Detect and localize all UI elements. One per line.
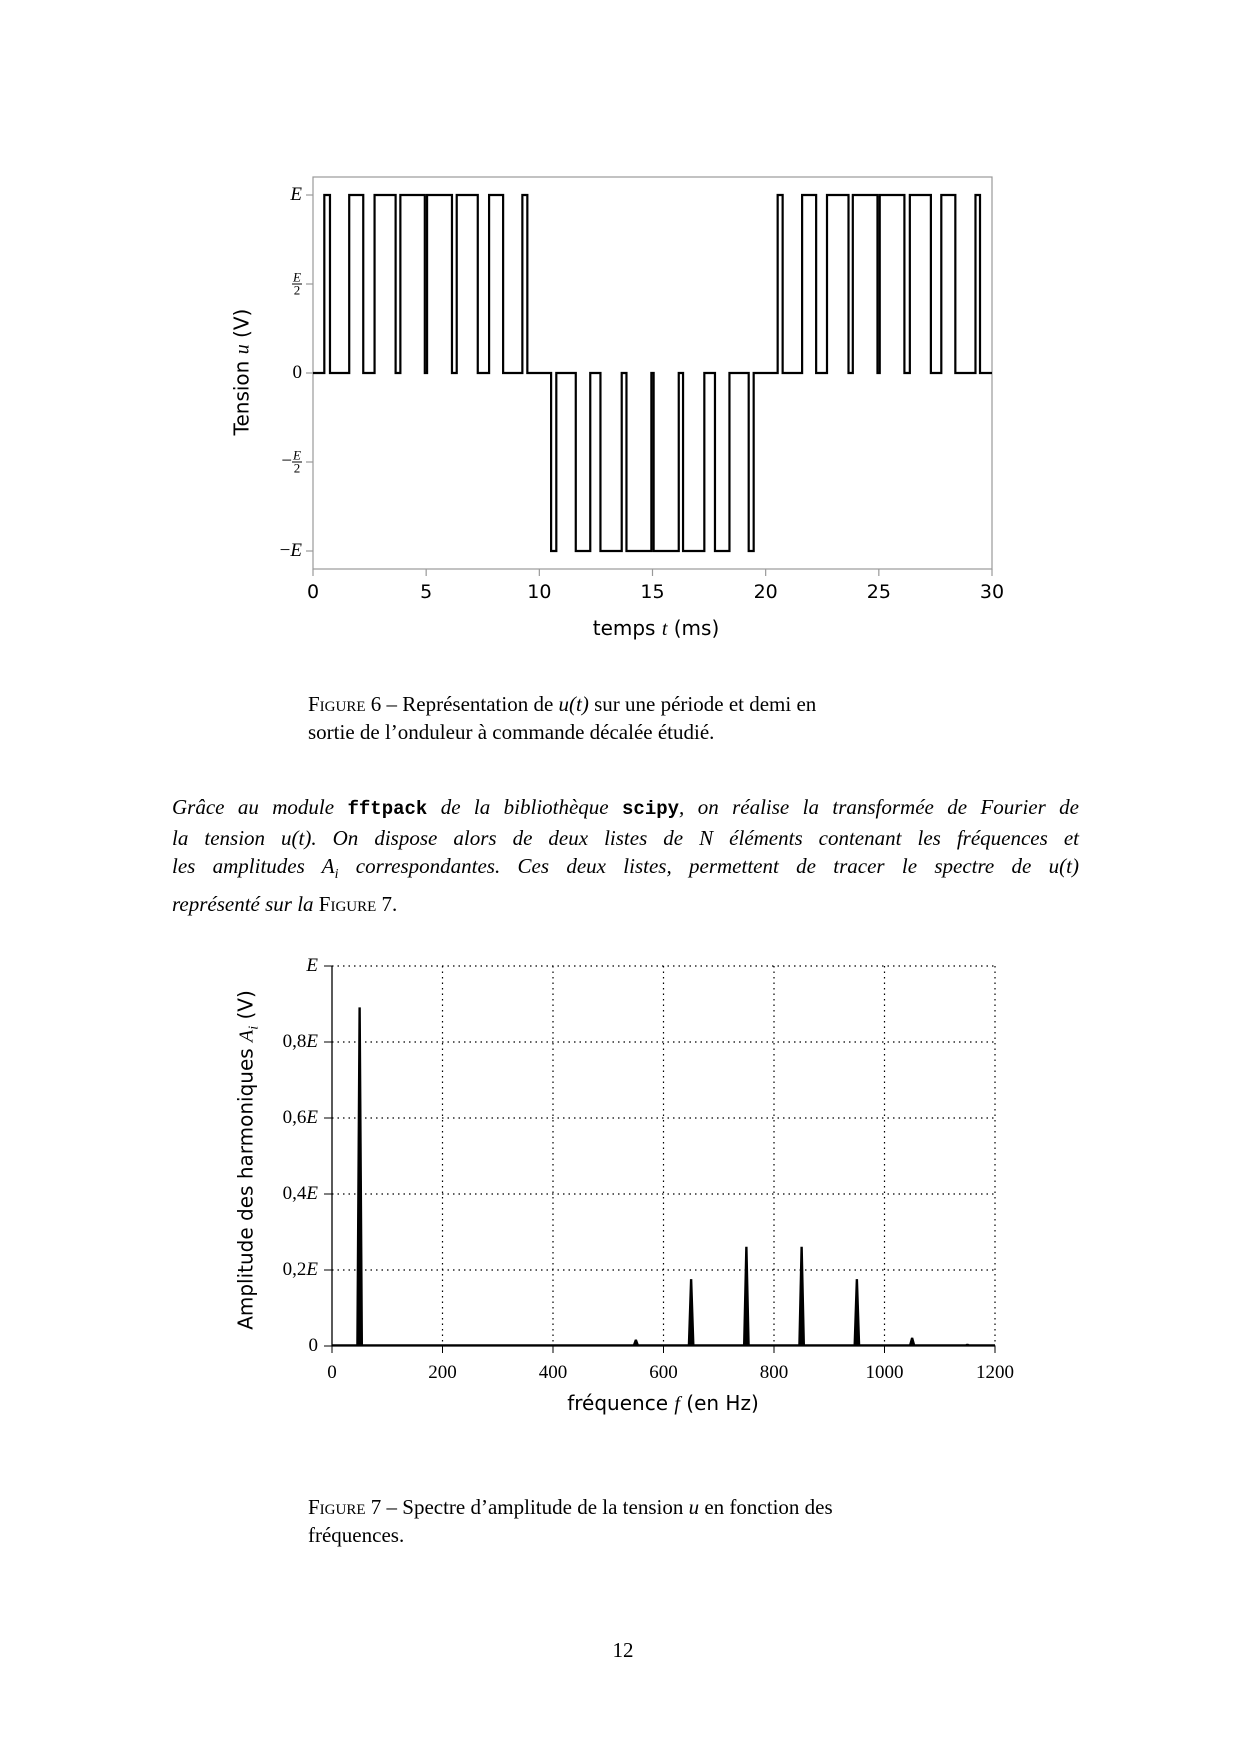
- spectrum-peak: [908, 1337, 916, 1347]
- ylabel-sub: i: [246, 1025, 262, 1030]
- figure-7-y-axis-label: Amplitude des harmoniques Ai (V): [234, 990, 263, 1330]
- text: les amplitudes A: [172, 854, 335, 878]
- ylabel-text: Amplitude des harmoniques: [233, 1041, 258, 1330]
- caption-var: u: [688, 1495, 700, 1519]
- body-paragraph: Grâce au module fftpack de la bibliothèq…: [172, 793, 1079, 918]
- x-tick-label: 30: [979, 581, 1005, 603]
- y-tick-label: 0,6E: [283, 1107, 318, 1129]
- x-tick-label: 800: [759, 1362, 789, 1383]
- caption-text: en fonction des: [699, 1495, 833, 1519]
- fraction-numerator: E: [292, 447, 302, 463]
- y-tick-sign: −: [281, 450, 293, 472]
- fraction-numerator: E: [292, 269, 302, 285]
- y-tick-symbol: E: [306, 1183, 318, 1204]
- xlabel-unit: (ms): [667, 616, 720, 640]
- y-tick-text: E: [290, 184, 302, 205]
- page-number: 12: [612, 1638, 634, 1662]
- caption-text: – Spectre d’amplitude de la tension: [381, 1495, 689, 1519]
- x-tick-label: 1200: [976, 1362, 1014, 1383]
- caption-label: Figure 6: [308, 692, 382, 716]
- x-tick-label: 25: [866, 581, 891, 603]
- y-tick-coef: 0,6: [282, 1107, 307, 1128]
- text: de la bibliothèque: [427, 795, 623, 819]
- x-tick-label: 5: [420, 581, 433, 603]
- x-tick-label: 600: [649, 1362, 678, 1383]
- spectrum-peak: [742, 1246, 750, 1347]
- x-tick-label: 10: [527, 581, 552, 603]
- spectrum-peak: [853, 1279, 861, 1347]
- figure-6-caption: Figure 6 – Représentation de u(t) sur un…: [308, 690, 816, 746]
- xlabel-var: f: [674, 1393, 680, 1415]
- y-tick-symbol: E: [306, 1259, 318, 1280]
- x-tick-label: 400: [538, 1362, 568, 1383]
- figure-7-x-axis-label: fréquence f (en Hz): [567, 1391, 759, 1416]
- y-tick-coef: 0,4: [282, 1183, 307, 1204]
- y-tick-label: − E 2: [281, 447, 302, 476]
- caption-line-2: fréquences.: [308, 1523, 405, 1547]
- waveform-line: [313, 193, 992, 553]
- y-tick-label: 0,8E: [283, 1031, 318, 1053]
- paragraph-line-2: la tension u(t). On dispose alors de deu…: [172, 825, 1079, 850]
- spectrum-peak: [687, 1279, 695, 1347]
- ylabel-unit: (V): [233, 990, 258, 1026]
- y-tick-coef: 0,8: [282, 1031, 307, 1052]
- caption-var: u(t): [558, 692, 589, 716]
- text: Grâce au module: [172, 795, 348, 819]
- y-tick-sign: −: [279, 540, 291, 561]
- figure-6-x-axis-label: temps t (ms): [593, 616, 720, 641]
- y-tick-label: E: [306, 955, 318, 977]
- y-tick-label: 0: [293, 362, 303, 384]
- figure-reference: Figure 7.: [318, 891, 398, 916]
- code-scipy: scipy: [622, 798, 680, 820]
- y-tick-label: E: [290, 184, 302, 206]
- caption-text: – Représentation de: [381, 692, 559, 716]
- fraction-denominator: 2: [293, 460, 301, 476]
- y-tick-label: −E: [280, 540, 302, 562]
- ylabel-var: A: [235, 1029, 258, 1042]
- x-tick-label: 20: [753, 581, 778, 603]
- paragraph-line-1: Grâce au module fftpack de la bibliothèq…: [172, 793, 1079, 824]
- y-tick-text: 0: [292, 362, 303, 383]
- code-fftpack: fftpack: [347, 798, 428, 820]
- caption-text: sur une période et demi en: [588, 692, 817, 716]
- caption-label: Figure 7: [308, 1495, 382, 1519]
- text: , on réalise la transformée de Fourier d…: [679, 795, 1079, 819]
- x-tick-label: 15: [640, 581, 665, 603]
- y-tick-symbol: E: [306, 1107, 318, 1128]
- x-tick-label: 1000: [865, 1362, 904, 1383]
- text: représenté sur la: [172, 891, 319, 916]
- xlabel-var: t: [661, 618, 668, 640]
- y-tick-symbol: E: [306, 955, 318, 976]
- xlabel-text: temps: [592, 616, 662, 640]
- spectrum-peak: [798, 1246, 806, 1347]
- subscript: i: [334, 867, 339, 883]
- y-tick-symbol: E: [306, 1031, 318, 1052]
- x-tick-label: 0: [327, 1362, 337, 1383]
- caption-line-2: sortie de l’onduleur à commande décalée …: [308, 720, 715, 744]
- x-tick-label: 0: [306, 581, 320, 603]
- y-tick-label: 0,4E: [283, 1183, 318, 1205]
- y-tick-text: E: [290, 540, 302, 561]
- x-tick-label: 200: [428, 1362, 457, 1383]
- xlabel-text: fréquence: [567, 1391, 675, 1415]
- fraction-denominator: 2: [293, 282, 301, 298]
- figure-7-caption: Figure 7 – Spectre d’amplitude de la ten…: [308, 1493, 833, 1549]
- paragraph-line-4: représenté sur la Figure 7.: [172, 890, 1079, 919]
- y-tick-label: 0: [309, 1335, 319, 1357]
- y-tick-label: 0,2E: [283, 1259, 318, 1281]
- xlabel-unit: (en Hz): [679, 1391, 759, 1415]
- y-tick-coef: 0,2: [282, 1259, 307, 1280]
- y-tick-coef: 0: [308, 1335, 319, 1356]
- text: correspondantes. Ces deux listes, permet…: [338, 854, 1079, 878]
- paragraph-line-3: les amplitudes Ai correspondantes. Ces d…: [172, 852, 1079, 890]
- spectrum-peak: [356, 1007, 364, 1347]
